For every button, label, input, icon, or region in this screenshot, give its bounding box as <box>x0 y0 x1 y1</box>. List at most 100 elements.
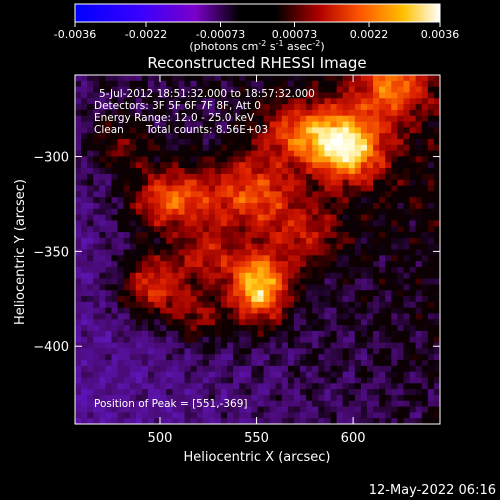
heatmap-cell <box>421 115 429 122</box>
heatmap-cell <box>263 272 271 279</box>
heatmap-cell <box>251 290 258 297</box>
heatmap-cell <box>221 191 228 198</box>
heatmap-cell <box>348 98 356 105</box>
heatmap-cell <box>427 121 435 128</box>
heatmap-cell <box>348 354 356 361</box>
heatmap-cell <box>409 127 417 134</box>
heatmap-cell <box>306 156 313 163</box>
heatmap-cell <box>129 284 137 291</box>
heatmap-cell <box>93 249 100 256</box>
heatmap-cell <box>117 249 125 256</box>
heatmap-cell <box>251 197 258 204</box>
heatmap-cell <box>348 220 356 227</box>
heatmap-cell <box>75 255 82 262</box>
heatmap-cell <box>385 104 392 111</box>
heatmap-cell <box>385 121 392 128</box>
heatmap-cell <box>129 377 137 384</box>
heatmap-cell <box>148 92 155 99</box>
heatmap-cell <box>196 371 204 378</box>
heatmap-cell <box>135 272 143 279</box>
heatmap-cell <box>93 226 100 233</box>
heatmap-cell <box>239 284 246 291</box>
heatmap-cell <box>221 336 228 343</box>
heatmap-cell <box>129 394 137 402</box>
heatmap-cell <box>391 197 398 204</box>
heatmap-cell <box>178 278 185 285</box>
heatmap-cell <box>135 307 143 314</box>
heatmap-cell <box>141 272 149 279</box>
heatmap-cell <box>178 208 185 215</box>
heatmap-cell <box>93 360 100 367</box>
heatmap-cell <box>99 185 106 192</box>
heatmap-cell <box>360 197 368 204</box>
heatmap-cell <box>245 290 252 297</box>
heatmap-cell <box>275 232 283 239</box>
heatmap-cell <box>281 389 289 396</box>
heatmap-cell <box>427 202 435 210</box>
heatmap-cell <box>415 168 423 175</box>
heatmap-cell <box>385 266 392 274</box>
heatmap-cell <box>433 214 441 221</box>
heatmap-cell <box>93 237 100 245</box>
heatmap-cell <box>245 109 252 117</box>
heatmap-cell <box>123 272 131 279</box>
heatmap-cell <box>99 144 106 152</box>
heatmap-cell <box>190 156 198 163</box>
heatmap-cell <box>318 86 325 93</box>
heatmap-cell <box>294 197 301 204</box>
heatmap-cell <box>391 394 398 402</box>
heatmap-cell <box>275 394 283 402</box>
heatmap-cell <box>245 226 252 233</box>
heatmap-cell <box>306 296 313 303</box>
heatmap-cell <box>281 272 289 279</box>
heatmap-cell <box>99 365 106 373</box>
heatmap-cell <box>135 266 143 274</box>
heatmap-cell <box>409 400 417 407</box>
heatmap-cell <box>123 296 131 303</box>
heatmap-cell <box>117 394 125 402</box>
heatmap-cell <box>306 249 313 256</box>
heatmap-cell <box>221 412 228 419</box>
heatmap-cell <box>348 418 356 425</box>
heatmap-cell <box>330 115 337 122</box>
heatmap-cell <box>342 144 350 152</box>
heatmap-cell <box>427 360 435 367</box>
heatmap-cell <box>105 202 112 210</box>
heatmap-cell <box>233 208 240 215</box>
heatmap-cell <box>415 418 423 425</box>
heatmap-cell <box>214 150 222 157</box>
heatmap-cell <box>160 301 167 309</box>
heatmap-cell <box>105 330 112 338</box>
heatmap-cell <box>379 365 386 373</box>
heatmap-cell <box>330 237 337 245</box>
heatmap-cell <box>269 348 277 355</box>
heatmap-cell <box>233 202 240 210</box>
heatmap-cell <box>397 266 404 274</box>
heatmap-cell <box>148 336 155 343</box>
heatmap-cell <box>348 144 356 152</box>
heatmap-cell <box>87 191 94 198</box>
heatmap-cell <box>403 330 410 338</box>
y-tick-label: −400 <box>33 340 69 355</box>
heatmap-cell <box>324 406 331 413</box>
heatmap-cell <box>111 80 118 88</box>
colorbar-tick-label: 0.0036 <box>421 28 460 41</box>
heatmap-cell <box>208 232 216 239</box>
heatmap-cell <box>184 371 191 378</box>
heatmap-cell <box>403 197 410 204</box>
heatmap-cell <box>397 127 404 134</box>
heatmap-cell <box>354 325 362 332</box>
heatmap-cell <box>348 191 356 198</box>
heatmap-cell <box>318 249 325 256</box>
heatmap-cell <box>391 383 398 390</box>
heatmap-cell <box>190 75 198 82</box>
heatmap-cell <box>312 266 319 274</box>
heatmap-cell <box>367 75 374 82</box>
heatmap-cell <box>263 98 271 105</box>
heatmap-cell <box>312 220 319 227</box>
heatmap-cell <box>196 290 204 297</box>
colorbar-tick-label: 0.0022 <box>350 28 389 41</box>
heatmap-cell <box>421 144 429 152</box>
heatmap-cell <box>324 208 331 215</box>
heatmap-cell <box>318 197 325 204</box>
